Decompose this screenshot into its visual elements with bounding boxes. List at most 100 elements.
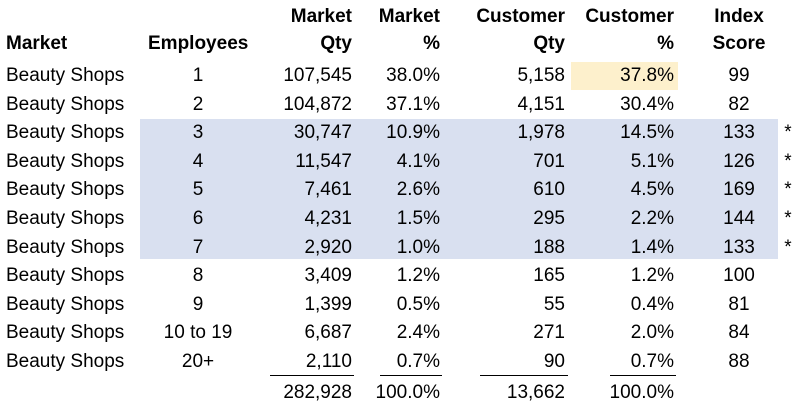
cell-market-qty: 6,687 [304, 322, 352, 344]
cell-market: Beauty Shops [6, 65, 125, 86]
cell-employees: 8 [192, 265, 204, 287]
cell-market: Beauty Shops [6, 150, 125, 172]
cell-market: Beauty Shops [6, 351, 125, 372]
header-market-qty-line1: Market [290, 6, 352, 27]
cell-market-qty: 4,231 [304, 208, 352, 229]
header-customer-pct: Customer % [575, 3, 674, 57]
highlight-band [140, 119, 778, 259]
cell-market-qty: 2,110 [305, 351, 352, 372]
cell-market: Beauty Shops [6, 122, 125, 144]
cell-customer-qty: 610 [533, 179, 565, 201]
cell-market-qty: 1,399 [304, 293, 352, 315]
total-market-pct: 100.0% [375, 382, 440, 403]
cell-market: Beauty Shops [6, 93, 125, 115]
cell-index-score: 81 [728, 293, 750, 315]
highlight-cell [571, 62, 678, 90]
cell-star-marker: * [784, 236, 792, 258]
cell-index-score: 88 [728, 351, 750, 372]
mqty-underline [270, 375, 354, 376]
cell-star-marker: * [784, 179, 792, 201]
table-row: Beauty Shops 6 4,231 1.5% 295 2.2% 144 * [0, 205, 800, 233]
cell-employees: 5 [192, 179, 204, 201]
total-market-qty: 282,928 [283, 382, 352, 403]
header-customer-pct-line1: Customer [585, 6, 674, 27]
table-row: Beauty Shops 1 107,545 38.0% 5,158 37.8% 99 [0, 62, 800, 90]
cell-market-pct: 10.9% [386, 122, 440, 144]
cell-customer-pct: 0.4% [630, 293, 674, 315]
cell-employees: 9 [192, 293, 204, 315]
cell-market-qty: 3,409 [304, 265, 352, 287]
cqty-underline [480, 375, 568, 376]
cell-market-pct: 0.7% [396, 351, 440, 372]
cell-customer-pct: 0.7% [630, 351, 674, 372]
cell-star-marker: * [784, 150, 792, 172]
header-customer-qty-line1: Customer [476, 6, 565, 27]
cell-customer-pct: 2.0% [630, 322, 674, 344]
table-row: Beauty Shops 3 30,747 10.9% 1,978 14.5% 133 * [0, 119, 800, 147]
cell-employees: 2 [192, 93, 204, 115]
header-customer-qty-line2: Qty [533, 33, 565, 54]
header-market-pct-line2: % [423, 33, 440, 54]
table-row: Beauty Shops 5 7,461 2.6% 610 4.5% 169 * [0, 176, 800, 204]
table-row: Beauty Shops 2 104,872 37.1% 4,151 30.4% 82 [0, 91, 800, 119]
cell-customer-qty: 295 [533, 208, 565, 229]
cell-market: Beauty Shops [6, 265, 125, 287]
mpct-underline [380, 375, 442, 376]
table-row: Beauty Shops 20+ 2,110 0.7% 90 0.7% 88 [0, 348, 800, 376]
cell-market-qty: 104,872 [283, 93, 352, 115]
cell-employees: 1 [192, 65, 204, 86]
cell-index-score: 144 [723, 208, 755, 229]
cell-customer-qty: 5,158 [517, 65, 565, 86]
total-customer-qty: 13,662 [506, 382, 565, 403]
cell-index-score: 126 [723, 150, 755, 172]
cell-customer-pct: 1.4% [630, 236, 674, 258]
cell-customer-qty: 701 [533, 150, 565, 172]
cell-employees: 6 [192, 208, 204, 229]
cell-index-score: 133 [723, 122, 755, 144]
cell-index-score: 84 [728, 322, 750, 344]
cell-index-score: 100 [723, 265, 755, 287]
cell-market-pct: 4.1% [396, 150, 440, 172]
table-row: Beauty Shops 10 to 19 6,687 2.4% 271 2.0% 84 [0, 319, 800, 347]
cell-market-qty: 2,920 [304, 236, 352, 258]
cpct-underline [610, 375, 676, 376]
cell-market-pct: 1.2% [396, 265, 440, 287]
cell-index-score: 82 [728, 93, 750, 115]
cell-market-qty: 30,747 [293, 122, 352, 144]
header-customer-pct-line2: % [657, 33, 674, 54]
table-row: Beauty Shops 4 11,547 4.1% 701 5.1% 126 * [0, 148, 800, 176]
cell-customer-pct: 2.2% [630, 208, 674, 229]
cell-market: Beauty Shops [6, 293, 125, 315]
cell-index-score: 99 [728, 65, 750, 86]
header-market-qty-line2: Qty [320, 33, 352, 54]
cell-employees: 7 [192, 236, 204, 258]
cell-market: Beauty Shops [6, 208, 125, 229]
cell-employees: 10 to 19 [163, 322, 233, 344]
header-market-pct: Market % [362, 3, 440, 57]
header-employees: Employees [148, 33, 249, 54]
cell-market: Beauty Shops [6, 322, 125, 344]
cell-customer-qty: 271 [533, 322, 565, 344]
cell-employees: 4 [192, 150, 204, 172]
cell-employees: 3 [192, 122, 204, 144]
header-market-pct-line1: Market [378, 6, 440, 27]
cell-market-pct: 2.4% [396, 322, 440, 344]
cell-customer-pct: 4.5% [630, 179, 674, 201]
cell-market-pct: 1.0% [396, 236, 440, 258]
cell-customer-qty: 4,151 [517, 93, 565, 115]
cell-customer-pct: 14.5% [620, 122, 674, 144]
cell-customer-qty: 188 [533, 236, 565, 258]
cell-customer-qty: 1,978 [517, 122, 565, 144]
cell-customer-qty: 90 [543, 351, 565, 372]
table-row: Beauty Shops 7 2,920 1.0% 188 1.4% 133 * [0, 234, 800, 262]
cell-market: Beauty Shops [6, 179, 125, 201]
cell-market-pct: 37.1% [386, 93, 440, 115]
header-row: Market Employees Market Qty Market % Cus… [0, 3, 800, 61]
cell-market-qty: 7,461 [304, 179, 352, 201]
cell-market-pct: 38.0% [386, 65, 440, 86]
cell-customer-pct: 1.2% [630, 265, 674, 287]
header-index-score: Index Score [700, 3, 778, 57]
cell-market-qty: 107,545 [283, 65, 352, 86]
cell-customer-pct: 5.1% [630, 150, 674, 172]
